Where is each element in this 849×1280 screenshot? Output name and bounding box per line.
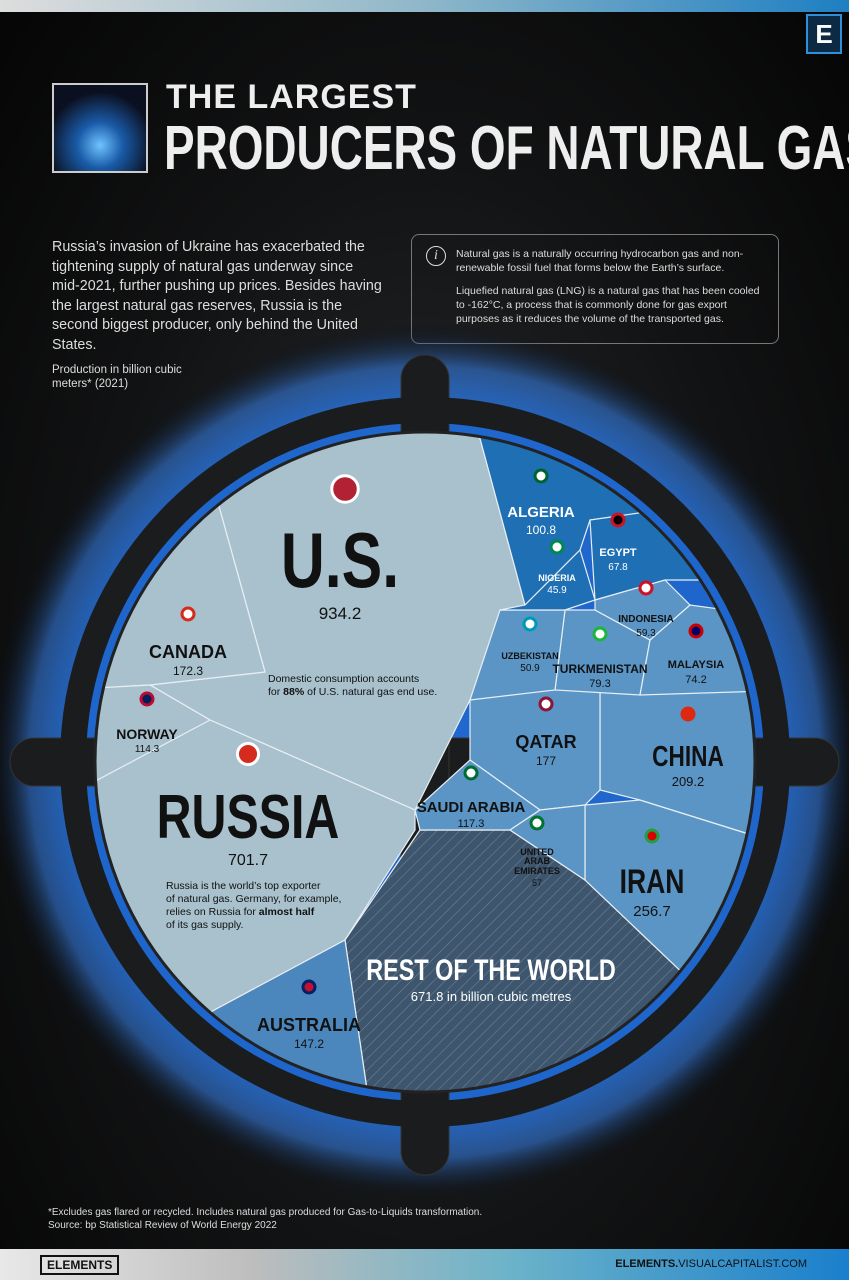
label-egypt: EGYPT 67.8 [599, 547, 637, 573]
flag-turkmenistan-icon [592, 626, 608, 642]
country-value: 100.8 [525, 522, 557, 537]
country-value: 79.3 [589, 677, 611, 690]
info-box: i Natural gas is a naturally occurring h… [411, 234, 779, 344]
country-name: TURKMENISTAN [552, 662, 648, 676]
country-value: 256.7 [633, 902, 671, 920]
info-icon: i [426, 246, 446, 266]
country-value: 117.3 [457, 817, 485, 830]
country-name: NIGERIA [538, 573, 576, 583]
site-url[interactable]: ELEMENTS.VISUALCAPITALIST.COM [615, 1258, 807, 1270]
country-value: 114.3 [134, 743, 160, 755]
country-value: 701.7 [227, 852, 269, 870]
country-name: CHINA [652, 741, 724, 773]
label-indonesia: INDONESIA 59.3 [618, 614, 674, 639]
label-russia: RUSSIA 701.7 [131, 785, 365, 870]
country-name: REST OF THE WORLD [366, 954, 616, 987]
russia-annotation: Russia is the world’s top exporter of nat… [166, 880, 342, 931]
title-line-2: PRODUCERS OF NATURAL GAS [164, 114, 849, 183]
country-value: 209.2 [671, 774, 705, 790]
flag-australia-icon [301, 979, 317, 995]
us-annotation: Domestic consumption accounts for 88% of … [268, 673, 438, 698]
country-value: 671.8 in billion cubic metres [410, 988, 572, 1004]
country-name: AUSTRALIA [257, 1015, 361, 1035]
country-value: 177 [535, 753, 557, 768]
label-iran: IRAN 256.7 [610, 863, 693, 920]
label-turkmenistan: TURKMENISTAN 79.3 [552, 663, 647, 690]
label-qatar: QATAR 177 [515, 733, 576, 767]
flag-egypt-icon [610, 512, 626, 528]
country-name: NORWAY [116, 726, 178, 742]
country-name: U.S. [280, 516, 400, 604]
country-value: 57 [531, 878, 542, 889]
gas-flame-image [52, 83, 148, 173]
country-value: 74.2 [685, 673, 707, 686]
info-text-1: Natural gas is a naturally occurring hyd… [456, 248, 744, 274]
flag-canada-icon [180, 606, 196, 622]
country-name: MALAYSIA [667, 659, 725, 671]
country-name: INDONESIA [618, 614, 674, 625]
country-name: UZBEKISTAN [501, 651, 559, 661]
footer-bar: ELEMENTS ELEMENTS.VISUALCAPITALIST.COM [0, 1249, 849, 1280]
title-line-1: THE LARGEST [166, 78, 417, 116]
chart-border [93, 430, 757, 1094]
flag-algeria-icon [533, 468, 549, 484]
label-malaysia: MALAYSIA 74.2 [667, 659, 725, 686]
country-name: RUSSIA [156, 783, 340, 852]
elements-brand: ELEMENTS [40, 1255, 120, 1275]
flag-saudi-arabia-icon [463, 765, 479, 781]
country-name: QATAR [515, 732, 577, 752]
label-australia: AUSTRALIA 147.2 [257, 1016, 361, 1050]
country-value: 147.2 [293, 1036, 325, 1051]
flag-malaysia-icon [688, 623, 704, 639]
flag-united-arab-emirates-icon [529, 815, 545, 831]
country-value: 934.2 [318, 603, 362, 623]
elements-logo: E [806, 14, 842, 54]
label-china: CHINA 209.2 [642, 742, 734, 789]
label-saudi-arabia: SAUDI ARABIA 117.3 [417, 800, 526, 830]
country-name: ALGERIA [507, 504, 575, 521]
flag-russia-icon [235, 741, 261, 767]
country-value: 67.8 [608, 561, 628, 573]
country-name: SAUDI ARABIA [416, 799, 526, 816]
country-value: 172.3 [172, 663, 204, 678]
flag-nigeria-icon [549, 539, 565, 555]
intro-text: Russia’s invasion of Ukraine has exacerb… [52, 239, 382, 353]
country-name: CANADA [149, 642, 227, 662]
cell-nigeria [499, 548, 596, 611]
label-nigeria: NIGERIA 45.9 [538, 573, 576, 597]
source-text: Source: bp Statistical Review of World E… [48, 1220, 277, 1231]
cell-united-arab-emirates [508, 804, 586, 882]
country-value: 45.9 [547, 585, 567, 597]
cell-indonesia [594, 579, 691, 641]
flag-u-s-icon [330, 474, 360, 504]
country-name: UNITED ARAB EMIRATES [514, 847, 560, 876]
label-united-arab-emirates: UNITED ARAB EMIRATES 57 [507, 847, 567, 889]
country-name: EGYPT [599, 547, 637, 559]
burner-ring [60, 397, 790, 1127]
flag-indonesia-icon [638, 580, 654, 596]
label-canada: CANADA 172.3 [149, 643, 227, 677]
country-value: 50.9 [520, 663, 540, 675]
flag-iran-icon [644, 828, 660, 844]
flag-china-icon [680, 706, 696, 722]
unit-label: Production in billion cubic meters* (202… [52, 364, 182, 390]
label-rest-of-the-world: REST OF THE WORLD 671.8 in billion cubic … [331, 955, 651, 1003]
footnote: *Excludes gas flared or recycled. Includ… [48, 1206, 482, 1232]
country-name: IRAN [619, 863, 685, 901]
label-norway: NORWAY 114.3 [116, 727, 177, 755]
country-value: 59.3 [636, 627, 656, 639]
flag-qatar-icon [538, 696, 554, 712]
label-u-s: U.S. 934.2 [264, 516, 416, 623]
label-uzbekistan: UZBEKISTAN 50.9 [501, 651, 559, 675]
flag-norway-icon [139, 691, 155, 707]
footnote-text: *Excludes gas flared or recycled. Includ… [48, 1207, 483, 1218]
flag-uzbekistan-icon [522, 616, 538, 632]
info-text-2: Liquefied natural gas (LNG) is a natural… [456, 285, 760, 325]
label-algeria: ALGERIA 100.8 [507, 505, 575, 536]
top-gradient-bar [0, 0, 849, 12]
